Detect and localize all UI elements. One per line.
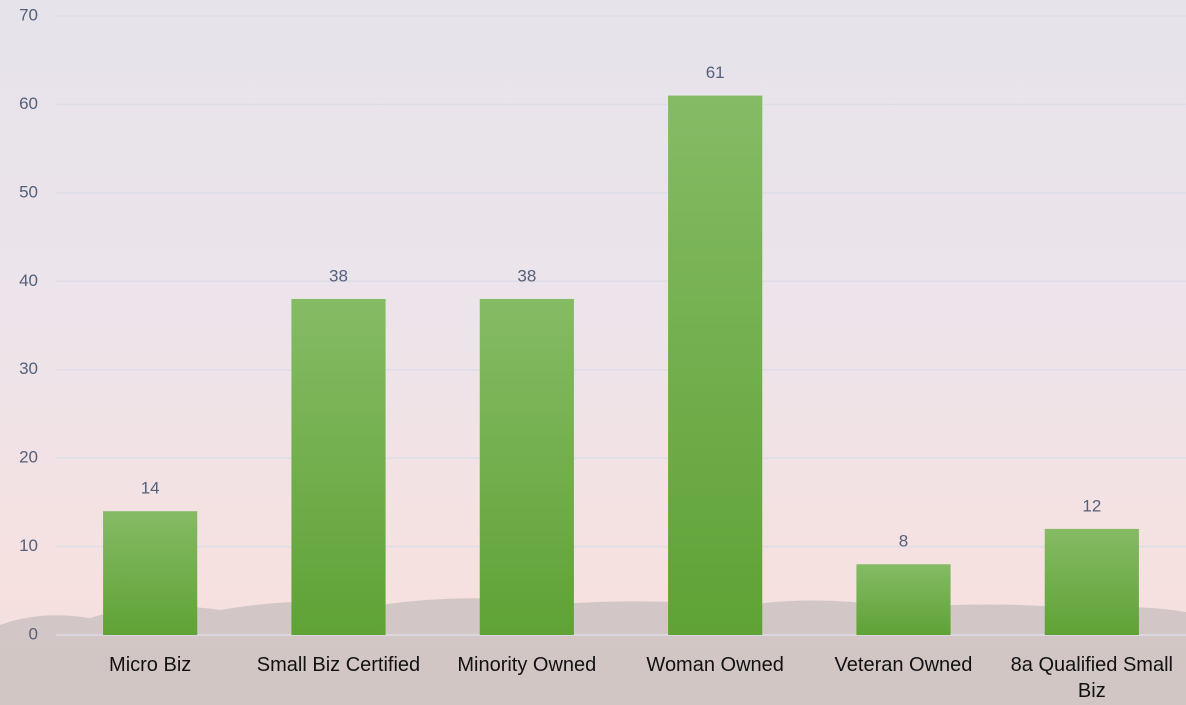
y-tick-label: 10 xyxy=(19,536,38,555)
x-tick-label: 8a Qualified Small Biz xyxy=(998,652,1186,704)
x-tick-label: Woman Owned xyxy=(621,652,809,678)
x-tick-label: Minority Owned xyxy=(433,652,621,678)
y-tick-label: 20 xyxy=(19,448,38,467)
y-tick-label: 0 xyxy=(29,624,38,643)
y-tick-label: 50 xyxy=(19,182,38,201)
bar xyxy=(856,564,950,635)
value-label: 38 xyxy=(329,266,348,285)
y-tick-label: 60 xyxy=(19,94,38,113)
value-label: 14 xyxy=(141,479,160,498)
value-label: 8 xyxy=(899,532,908,551)
x-tick-label: Veteran Owned xyxy=(809,652,997,678)
x-tick-label: Small Biz Certified xyxy=(244,652,432,678)
bar xyxy=(480,299,574,635)
y-tick-label: 40 xyxy=(19,271,38,290)
y-tick-label: 30 xyxy=(19,359,38,378)
value-label: 38 xyxy=(517,266,536,285)
value-label: 12 xyxy=(1082,496,1101,515)
bar xyxy=(668,96,762,635)
x-tick-label: Micro Biz xyxy=(56,652,244,678)
chart: 0 10 20 30 40 50 60 70 14 38 38 61 8 12 xyxy=(0,0,1186,705)
value-label: 61 xyxy=(706,63,725,82)
bar xyxy=(103,511,197,635)
bar xyxy=(291,299,385,635)
bar xyxy=(1045,529,1139,635)
y-tick-label: 70 xyxy=(19,5,38,24)
chart-area: 0 10 20 30 40 50 60 70 14 38 38 61 8 12 Micro BizSmal… xyxy=(0,0,1186,705)
